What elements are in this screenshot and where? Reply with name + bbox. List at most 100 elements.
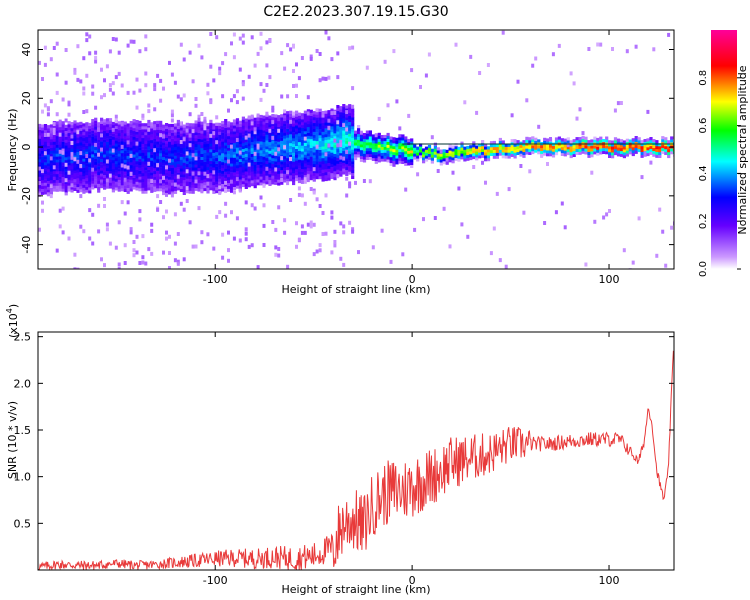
spectrogram-cell [253, 127, 257, 132]
spectrogram-cell [191, 187, 195, 191]
spectrogram-cell [135, 131, 139, 135]
spectrogram-cell [179, 42, 183, 47]
spectrogram-cell [170, 109, 174, 114]
spectrogram-cell [49, 168, 53, 172]
spectrogram-cell [475, 145, 479, 149]
spectrogram-cell [534, 140, 538, 144]
spectrogram-cell [209, 178, 213, 182]
spectrogram-cell [73, 161, 77, 165]
spectrogram-cell [156, 207, 160, 212]
spectrogram-cell [88, 34, 92, 39]
spectrogram-cell [389, 159, 393, 164]
spectrogram-cell [286, 128, 290, 132]
spectrogram-cell [537, 151, 541, 155]
spectrogram-cell [492, 140, 496, 145]
spectrogram-cell [395, 149, 399, 153]
spectrogram-cell [563, 150, 567, 154]
spectrogram-cell [383, 134, 387, 139]
spectrogram-cell [103, 186, 107, 190]
spectrogram-cell [185, 169, 189, 174]
spectrogram-cell [49, 188, 53, 192]
spectrogram-cell [150, 125, 154, 129]
spectrogram-cell [324, 163, 328, 167]
spectrogram-cell [670, 151, 674, 155]
spectrogram-cell [227, 179, 231, 183]
spectrogram-cell [351, 86, 355, 91]
spectrogram-cell [108, 129, 113, 133]
spectrogram-cell [262, 162, 266, 166]
spectrogram-cell [401, 157, 405, 161]
spectrogram-cell [41, 191, 45, 195]
spectrogram-cell [333, 144, 337, 148]
spectrogram-cell [546, 141, 550, 145]
spectrogram-cell [150, 169, 154, 173]
spectrogram-cell [64, 124, 68, 128]
spectrogram-cell [289, 113, 293, 117]
spectrogram-cell [227, 258, 230, 263]
spectrogram-cell [168, 129, 172, 133]
spectrogram-cell [667, 151, 671, 156]
spectrogram-cell [162, 156, 166, 160]
spectrogram-cell [318, 120, 322, 124]
spectrogram-cell [162, 162, 166, 166]
spectrogram-cell [55, 179, 59, 183]
spectrogram-cell [401, 152, 405, 156]
spectrogram-cell [147, 172, 151, 176]
spectrogram-cell [221, 167, 225, 171]
spectrogram-cell [224, 177, 228, 181]
spectrogram-cell [292, 179, 296, 183]
spectrogram-cell [126, 155, 130, 159]
spectrogram-cell [138, 135, 142, 139]
spectrogram-cell [138, 126, 142, 130]
spectrogram-cell [43, 138, 48, 142]
spectrogram-cell [419, 155, 423, 159]
spectrogram-cell [519, 164, 523, 168]
spectrogram-cell [315, 123, 319, 127]
spectrogram-cell [215, 115, 219, 120]
spectrogram-cell [232, 154, 237, 158]
spectrogram-cell [70, 168, 74, 173]
spectrogram-cell [153, 135, 157, 139]
spectrogram-cell [277, 126, 281, 130]
spectrogram-cell [61, 170, 65, 175]
spectrogram-cell [46, 192, 50, 197]
spectrogram-cell [218, 190, 222, 195]
spectrogram-cell [97, 145, 101, 149]
spectrogram-cell [117, 176, 121, 180]
spectrogram-cell [351, 137, 355, 141]
spectrogram-cell [215, 178, 219, 182]
spectrogram-cell [67, 102, 71, 107]
spectrogram-cell [286, 122, 290, 126]
spectrogram-cell [277, 176, 281, 180]
spectrogram-cell [433, 216, 437, 220]
spectrogram-cell [643, 151, 647, 156]
spectrogram-cell [297, 153, 302, 157]
spectrogram-cell [58, 159, 62, 163]
spectrogram-cell [634, 141, 638, 146]
spectrogram-cell [194, 244, 198, 249]
spectrogram-cell [289, 122, 293, 126]
spectrogram-cell [203, 126, 207, 131]
spectrogram-cell [374, 154, 378, 159]
spectrogram-cell [348, 136, 352, 140]
spectrogram-cell [94, 59, 98, 64]
spectrogram-cell [194, 146, 198, 150]
spectrogram-cell [162, 134, 165, 139]
spectrogram-cell [206, 169, 210, 173]
spectrogram-cell [342, 127, 346, 131]
spectrogram-cell [339, 161, 343, 165]
spectrogram-cell [91, 167, 95, 172]
spectrogram-cell [70, 125, 74, 129]
spectrogram-cell [159, 170, 163, 174]
spectrogram-cell [188, 140, 192, 144]
spectrogram-cell [339, 112, 343, 116]
spectrogram-cell [94, 170, 98, 174]
spectrogram-cell [640, 143, 644, 147]
spectrogram-cell [197, 117, 201, 122]
spectrogram-cell [173, 135, 178, 139]
spectrogram-cell [277, 167, 281, 171]
spectrogram-cell [451, 170, 455, 175]
spectrogram-cell [283, 120, 287, 124]
spectrogram-cell [283, 179, 287, 183]
spectrogram-cell [97, 229, 101, 234]
